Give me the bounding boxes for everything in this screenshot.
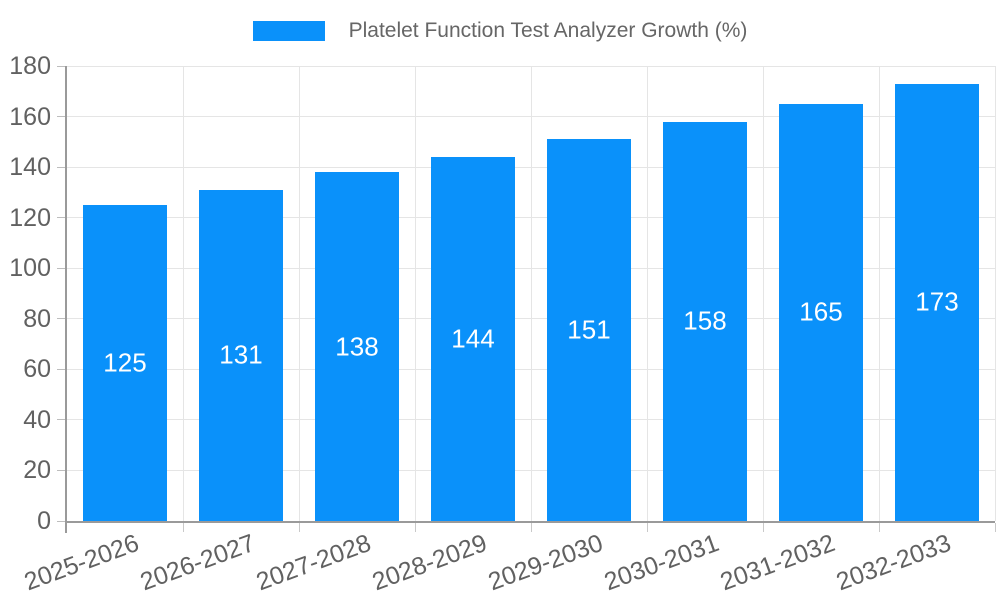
y-tick-mark (57, 65, 65, 67)
x-tick-mark (646, 523, 648, 532)
legend-label[interactable]: Platelet Function Test Analyzer Growth (… (348, 19, 748, 42)
bar-value-label: 165 (799, 296, 843, 327)
x-axis-tick-label: 2031-2032 (716, 529, 839, 597)
y-tick-mark (57, 116, 65, 118)
bar[interactable]: 151 (547, 139, 631, 521)
y-axis-tick-label: 180 (9, 52, 51, 80)
bar-value-label: 131 (219, 339, 263, 370)
legend-swatch[interactable] (252, 21, 325, 41)
bar[interactable]: 158 (663, 121, 747, 521)
x-gridline (646, 66, 648, 521)
x-gridline (530, 66, 532, 521)
y-axis-tick-label: 60 (23, 355, 51, 384)
bar[interactable]: 131 (199, 189, 283, 521)
x-axis-tick-label: 2026-2027 (136, 529, 259, 597)
x-tick-mark (65, 521, 67, 533)
x-tick-mark (762, 523, 764, 532)
y-tick-mark (57, 419, 65, 421)
x-gridline (762, 66, 764, 521)
y-axis-tick-label: 40 (23, 405, 51, 434)
x-gridline (182, 66, 184, 521)
x-axis-tick-label: 2032-2033 (832, 529, 955, 597)
y-axis-tick-label: 100 (9, 254, 51, 283)
bar-value-label: 144 (451, 323, 495, 354)
bar-value-label: 158 (683, 305, 727, 336)
plot-area: 125 131 138 144 151 158 165 173 (57, 65, 996, 533)
y-tick-mark (57, 217, 65, 219)
y-axis-tick-label: 20 (23, 456, 51, 485)
bar[interactable]: 165 (779, 103, 863, 521)
x-tick-mark (182, 523, 184, 532)
y-axis-tick-label: 80 (23, 304, 51, 333)
x-gridline (298, 66, 300, 521)
chart-legend: Platelet Function Test Analyzer Growth (… (0, 19, 1000, 42)
y-tick-mark (57, 318, 65, 320)
y-tick-mark (57, 469, 65, 471)
y-tick-mark (57, 520, 65, 522)
bar[interactable]: 138 (315, 172, 399, 521)
x-axis-tick-label: 2025-2026 (20, 529, 143, 597)
x-axis-tick-label: 2027-2028 (252, 529, 375, 597)
bar-value-label: 173 (915, 286, 959, 317)
x-tick-mark (530, 523, 532, 532)
x-gridline (878, 66, 880, 521)
x-axis-tick-label: 2029-2030 (484, 529, 607, 597)
y-axis-tick-label: 160 (9, 102, 51, 131)
bar-value-label: 138 (335, 331, 379, 362)
y-tick-mark (57, 267, 65, 269)
x-axis-tick-label: 2028-2029 (368, 529, 491, 597)
bar[interactable]: 173 (895, 83, 979, 521)
y-axis-tick-label: 120 (9, 203, 51, 232)
bar-value-label: 125 (103, 347, 147, 378)
bar[interactable]: 144 (431, 157, 515, 521)
y-tick-mark (57, 166, 65, 168)
x-tick-mark (994, 523, 996, 532)
x-gridline (414, 66, 416, 521)
x-tick-mark (298, 523, 300, 532)
bar[interactable]: 125 (83, 205, 167, 521)
bar-value-label: 151 (567, 314, 611, 345)
x-tick-mark (414, 523, 416, 532)
y-tick-mark (57, 368, 65, 370)
x-tick-mark (878, 523, 880, 532)
y-axis-tick-label: 0 (37, 507, 51, 535)
x-gridline (994, 66, 996, 521)
x-axis-tick-label: 2030-2031 (600, 529, 723, 597)
y-axis-tick-label: 140 (9, 153, 51, 182)
